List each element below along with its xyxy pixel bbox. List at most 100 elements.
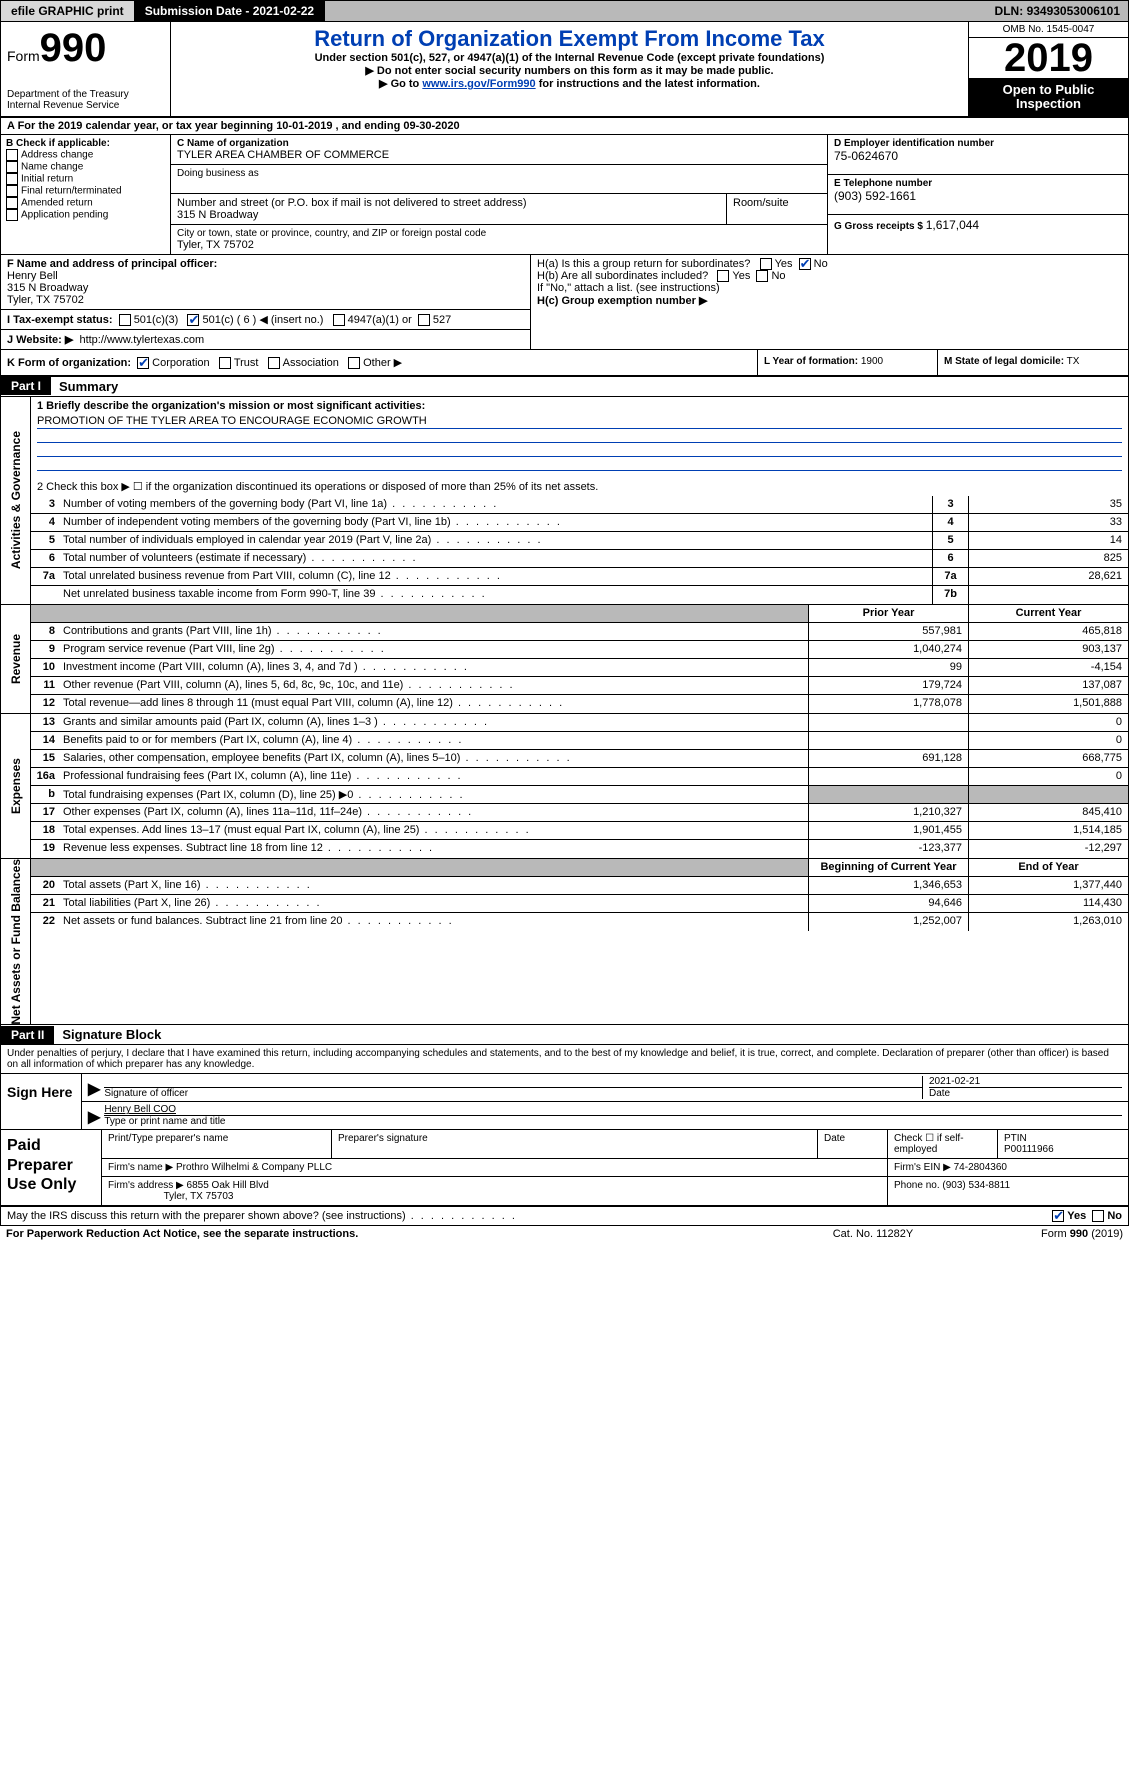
- table-row: 13Grants and similar amounts paid (Part …: [31, 714, 1128, 732]
- irs-link[interactable]: www.irs.gov/Form990: [422, 78, 535, 90]
- checkbox[interactable]: [6, 209, 18, 221]
- h-b-note: If "No," attach a list. (see instruction…: [537, 282, 1122, 294]
- dln-value: 93493053006101: [1027, 4, 1120, 18]
- table-row: 14Benefits paid to or for members (Part …: [31, 732, 1128, 750]
- section-net: Net Assets or Fund Balances Beginning of…: [0, 859, 1129, 1026]
- checkbox[interactable]: [268, 357, 280, 369]
- checkbox[interactable]: [119, 314, 131, 326]
- section-expenses: Expenses 13Grants and similar amounts pa…: [0, 714, 1129, 859]
- j-website: J Website: ▶ http://www.tylertexas.com: [1, 330, 530, 349]
- checkbox[interactable]: [219, 357, 231, 369]
- checkbox[interactable]: [187, 314, 199, 326]
- section-revenue: Revenue Prior Year Current Year 8Contrib…: [0, 605, 1129, 714]
- dln: DLN: 93493053006101: [987, 1, 1128, 21]
- sig-date: 2021-02-21 Date: [922, 1076, 1122, 1099]
- checkbox[interactable]: [137, 357, 149, 369]
- dept-treasury: Department of the Treasury: [7, 89, 164, 100]
- f-officer: F Name and address of principal officer:…: [1, 255, 530, 310]
- h-a: H(a) Is this a group return for subordin…: [537, 258, 1122, 270]
- sidelabel-exp: Expenses: [1, 714, 31, 858]
- row-a: A For the 2019 calendar year, or tax yea…: [0, 118, 1129, 135]
- dln-label: DLN:: [995, 4, 1024, 18]
- b-item: Address change: [6, 149, 165, 161]
- c-city: City or town, state or province, country…: [171, 225, 827, 254]
- table-row: 17Other expenses (Part IX, column (A), l…: [31, 804, 1128, 822]
- checkbox[interactable]: [756, 270, 768, 282]
- table-row: 22Net assets or fund balances. Subtract …: [31, 913, 1128, 931]
- submission-date: Submission Date - 2021-02-22: [135, 1, 325, 21]
- block-fhij: F Name and address of principal officer:…: [0, 255, 1129, 350]
- mission-blank: [37, 443, 1122, 457]
- checkbox[interactable]: [1092, 1210, 1104, 1222]
- table-row: 6Total number of volunteers (estimate if…: [31, 550, 1128, 568]
- col-b: B Check if applicable: Address change Na…: [1, 135, 171, 254]
- table-row: 8Contributions and grants (Part VIII, li…: [31, 623, 1128, 641]
- b-heading: B Check if applicable:: [6, 138, 165, 149]
- c-dba: Doing business as: [171, 165, 827, 194]
- paid-preparer: Paid Preparer Use Only Print/Type prepar…: [0, 1130, 1129, 1207]
- checkbox[interactable]: [717, 270, 729, 282]
- table-row: 16aProfessional fundraising fees (Part I…: [31, 768, 1128, 786]
- prep-row-2: Firm's name ▶ Prothro Wilhelmi & Company…: [102, 1159, 1128, 1177]
- table-row: 12Total revenue—add lines 8 through 11 (…: [31, 695, 1128, 713]
- h-c: H(c) Group exemption number ▶: [537, 294, 1122, 307]
- b-item: Final return/terminated: [6, 185, 165, 197]
- prep-row-1: Print/Type preparer's name Preparer's si…: [102, 1130, 1128, 1159]
- table-row: 4Number of independent voting members of…: [31, 514, 1128, 532]
- table-row: 19Revenue less expenses. Subtract line 1…: [31, 840, 1128, 858]
- l-year: L Year of formation: 1900: [758, 350, 938, 375]
- h-block: H(a) Is this a group return for subordin…: [531, 255, 1128, 349]
- b-item: Application pending: [6, 209, 165, 221]
- checkbox[interactable]: [333, 314, 345, 326]
- sig-name: Henry Bell COO Type or print name and ti…: [104, 1104, 1122, 1127]
- table-row: 9Program service revenue (Part VIII, lin…: [31, 641, 1128, 659]
- sidelabel-net: Net Assets or Fund Balances: [1, 859, 31, 1025]
- table-row: Net unrelated business taxable income fr…: [31, 586, 1128, 604]
- table-row: 7aTotal unrelated business revenue from …: [31, 568, 1128, 586]
- checkbox[interactable]: [6, 173, 18, 185]
- checkbox[interactable]: [760, 258, 772, 270]
- table-row: 21Total liabilities (Part X, line 26)94,…: [31, 895, 1128, 913]
- checkbox[interactable]: [6, 197, 18, 209]
- table-row: 3Number of voting members of the governi…: [31, 496, 1128, 514]
- h-b: H(b) Are all subordinates included? Yes …: [537, 270, 1122, 282]
- checkbox[interactable]: [418, 314, 430, 326]
- efile-button[interactable]: efile GRAPHIC print: [1, 1, 135, 21]
- arrow-icon: ▶: [88, 1107, 100, 1127]
- b-item: Amended return: [6, 197, 165, 209]
- checkbox[interactable]: [348, 357, 360, 369]
- mission-text: PROMOTION OF THE TYLER AREA TO ENCOURAGE…: [37, 415, 1122, 429]
- checkbox[interactable]: [6, 149, 18, 161]
- sidelabel-rev: Revenue: [1, 605, 31, 713]
- form-header: Form990 Department of the Treasury Inter…: [0, 22, 1129, 118]
- b-item: Initial return: [6, 173, 165, 185]
- checkbox[interactable]: [799, 258, 811, 270]
- mission-blank: [37, 457, 1122, 471]
- b-item: Name change: [6, 161, 165, 173]
- right-block: OMB No. 1545-0047 2019 Open to Public In…: [968, 22, 1128, 116]
- sig-officer: Signature of officer: [104, 1076, 922, 1099]
- part-i-header: Part I Summary: [0, 377, 1129, 397]
- footer: For Paperwork Reduction Act Notice, see …: [0, 1226, 1129, 1242]
- open-public: Open to Public Inspection: [969, 78, 1128, 116]
- block-bcdeg: B Check if applicable: Address change Na…: [0, 135, 1129, 255]
- table-row: bTotal fundraising expenses (Part IX, co…: [31, 786, 1128, 804]
- form-title: Return of Organization Exempt From Incom…: [177, 26, 962, 52]
- section-governance: Activities & Governance 1 Briefly descri…: [0, 397, 1129, 605]
- col-c: C Name of organization TYLER AREA CHAMBE…: [171, 135, 828, 254]
- fcol: F Name and address of principal officer:…: [1, 255, 531, 349]
- table-row: 11Other revenue (Part VIII, column (A), …: [31, 677, 1128, 695]
- c-room: Room/suite: [727, 194, 827, 224]
- checkbox[interactable]: [6, 185, 18, 197]
- checkbox[interactable]: [6, 161, 18, 173]
- g-gross: G Gross receipts $ 1,617,044: [828, 215, 1128, 254]
- part-ii-header: Part II Signature Block: [0, 1025, 1129, 1045]
- checkbox[interactable]: [1052, 1210, 1064, 1222]
- mission-label: 1 Briefly describe the organization's mi…: [31, 397, 1128, 415]
- tax-year: 2019: [969, 38, 1128, 78]
- sign-here: Sign Here ▶ Signature of officer 2021-02…: [0, 1074, 1129, 1130]
- note-goto: ▶ Go to www.irs.gov/Form990 for instruct…: [177, 77, 962, 90]
- i-tax-status: I Tax-exempt status: 501(c)(3) 501(c) ( …: [1, 310, 530, 330]
- table-row: 5Total number of individuals employed in…: [31, 532, 1128, 550]
- col-headers-net: Beginning of Current Year End of Year: [31, 859, 1128, 877]
